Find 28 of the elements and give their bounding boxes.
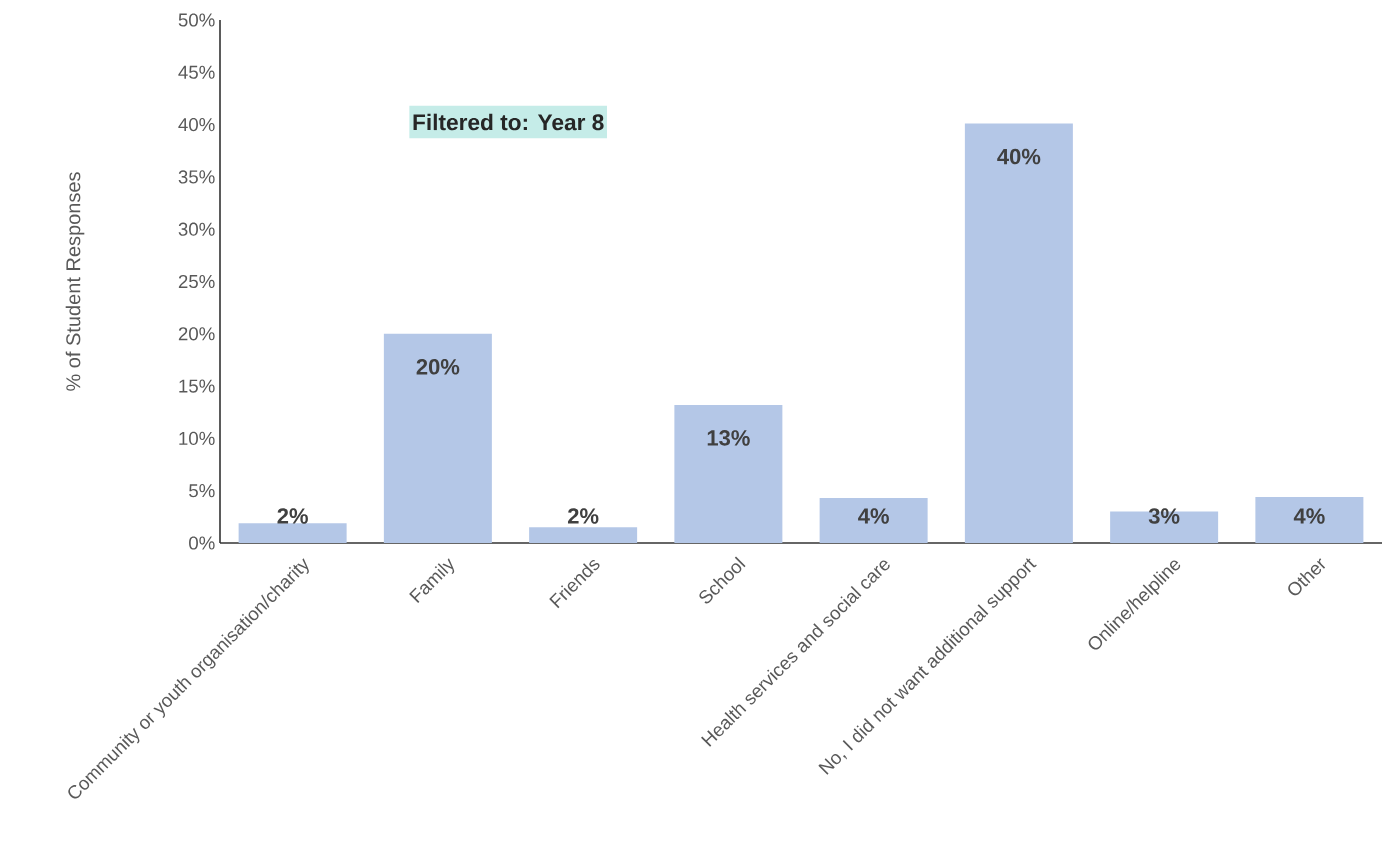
y-tick-label: 10% (179, 431, 215, 446)
bar (964, 123, 1073, 544)
y-tick-label: 15% (179, 379, 215, 393)
bar (819, 498, 928, 544)
data-label: 4% (1293, 508, 1325, 524)
annotation: Filtered to: Year 8 (413, 113, 604, 131)
data-label: 20% (416, 359, 460, 375)
y-tick-label: 45% (178, 65, 215, 79)
y-tick-label: 5% (189, 484, 215, 498)
data-label: 4% (858, 508, 889, 524)
data-label: 13% (707, 430, 750, 446)
y-tick-label: 50% (178, 13, 215, 27)
data-label: 2% (567, 508, 599, 524)
y-tick-label: 0% (189, 536, 215, 550)
bar (674, 404, 783, 544)
y-tick-label: 40% (178, 117, 215, 132)
y-axis-title: % of Student Responses (65, 172, 85, 391)
y-tick-label: 30% (178, 222, 215, 236)
y-tick-label: 20% (178, 327, 215, 341)
bar (1255, 496, 1364, 544)
y-tick-label: 25% (178, 274, 215, 289)
data-label: 3% (1148, 508, 1180, 524)
bar (238, 523, 347, 544)
data-label: 2% (277, 508, 308, 524)
y-tick-label: 35% (178, 170, 215, 184)
bar (529, 527, 638, 544)
data-label: 40% (997, 148, 1041, 165)
bar (383, 333, 492, 544)
